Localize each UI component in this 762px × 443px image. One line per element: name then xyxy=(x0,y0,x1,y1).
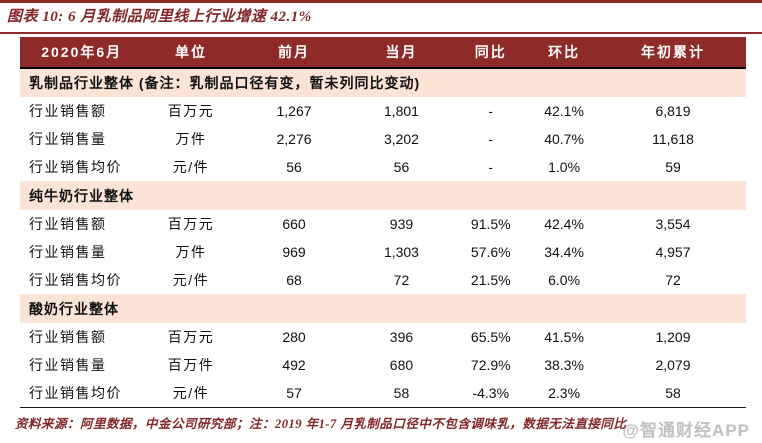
section-row: 乳制品行业整体 (备注：乳制品口径有变，暂未列同比变动) xyxy=(20,68,746,97)
row-label: 行业销售量 xyxy=(29,131,107,147)
table-row: 行业销售均价 元/件 68 72 21.5% 6.0% 72 xyxy=(20,266,746,294)
data-cell: 68 xyxy=(286,272,302,288)
source-text: 资料来源：阿里数据，中金公司研究部；注：2019 年1-7 月乳制品口径中不包含… xyxy=(15,416,627,431)
data-cell: 34.4% xyxy=(544,244,584,260)
data-cell: 6,819 xyxy=(655,103,691,119)
data-cell: - xyxy=(488,159,494,175)
data-cell: 57.6% xyxy=(470,244,511,260)
data-cell: 1,209 xyxy=(655,329,691,345)
data-cell: 65.5% xyxy=(470,329,511,345)
column-header-mom: 环比 xyxy=(528,37,600,69)
data-cell: 11,618 xyxy=(652,131,694,147)
data-cell: 元/件 xyxy=(172,272,210,288)
data-cell: 280 xyxy=(282,329,306,345)
table-body: 乳制品行业整体 (备注：乳制品口径有变，暂未列同比变动) 行业销售额 百万元 1,26… xyxy=(20,68,746,408)
data-cell: 3,202 xyxy=(383,131,419,147)
section-row: 纯牛奶行业整体 xyxy=(20,181,746,210)
data-cell: 万件 xyxy=(175,131,207,147)
figure-title: 图表 10: 6 月乳制品阿里线上行业增速 42.1% xyxy=(7,9,312,25)
row-label: 行业销售额 xyxy=(29,103,107,119)
data-cell: 396 xyxy=(389,329,414,345)
data-cell: 2.3% xyxy=(528,379,600,408)
row-label: 行业销售额 xyxy=(29,329,107,345)
data-cell: 38.3% xyxy=(544,357,584,373)
data-cell: 660 xyxy=(282,216,306,232)
title-divider xyxy=(0,32,762,34)
data-cell: 56 xyxy=(393,159,410,175)
row-label: 行业销售额 xyxy=(29,216,107,232)
data-cell: 2,079 xyxy=(655,357,691,373)
column-header-ytd: 年初累计 xyxy=(600,37,746,69)
data-cell: 百万元 xyxy=(167,216,215,232)
data-cell: 56 xyxy=(286,159,302,175)
table-row: 行业销售额 百万元 660 939 91.5% 42.4% 3,554 xyxy=(20,210,746,238)
data-cell: 百万元 xyxy=(167,103,215,119)
data-cell: 59 xyxy=(665,159,681,175)
row-label: 行业销售均价 xyxy=(29,272,122,288)
table-row: 行业销售量 万件 2,276 3,202 - 40.7% 11,618 xyxy=(20,125,746,153)
row-label: 行业销售量 xyxy=(29,357,107,373)
header-row: 2020年6月 单位 前月 当月 同比 环比 年初累计 xyxy=(20,37,746,69)
data-cell: 680 xyxy=(389,357,414,373)
data-cell: 91.5% xyxy=(470,216,511,232)
data-cell: 40.7% xyxy=(544,131,584,147)
row-label: 行业销售量 xyxy=(29,244,107,260)
column-header-period: 2020年6月 xyxy=(20,37,144,69)
data-cell: 41.5% xyxy=(544,329,584,345)
data-cell: 21.5% xyxy=(470,272,511,288)
data-cell: 72 xyxy=(665,272,681,288)
data-cell: 元/件 xyxy=(143,379,239,408)
section-header-label: 乳制品行业整体 (备注：乳制品口径有变，暂未列同比变动) xyxy=(20,68,746,97)
data-cell: 4,957 xyxy=(655,244,691,260)
data-cell: 42.1% xyxy=(544,103,584,119)
table-row: 行业销售额 百万元 1,267 1,801 - 42.1% 6,819 xyxy=(20,97,746,125)
row-label: 行业销售均价 xyxy=(29,159,122,175)
row-label: 行业销售均价 xyxy=(20,379,144,408)
section-header-label: 酸奶行业整体 xyxy=(20,294,746,323)
industry-data-table: 2020年6月 单位 前月 当月 同比 环比 年初累计 乳制品行业整体 (备注：… xyxy=(20,37,746,408)
table-header: 2020年6月 单位 前月 当月 同比 环比 年初累计 xyxy=(20,37,746,69)
data-cell: 6.0% xyxy=(548,272,581,288)
table-row: 行业销售均价 元/件 56 56 - 1.0% 59 xyxy=(20,153,746,181)
column-header-curr-month: 当月 xyxy=(349,37,454,69)
data-cell: 939 xyxy=(389,216,414,232)
section-header-label: 纯牛奶行业整体 xyxy=(20,181,746,210)
data-cell: 72 xyxy=(393,272,410,288)
data-cell: 1,801 xyxy=(383,103,419,119)
data-cell: 57 xyxy=(238,379,350,408)
section-row: 酸奶行业整体 xyxy=(20,294,746,323)
data-cell: 百万元 xyxy=(167,329,215,345)
table-row: 行业销售量 万件 969 1,303 57.6% 34.4% 4,957 xyxy=(20,238,746,266)
data-cell: 万件 xyxy=(175,244,207,260)
table-row: 行业销售量 百万件 492 680 72.9% 38.3% 2,079 xyxy=(20,351,746,379)
source-footnote: 资料来源：阿里数据，中金公司研究部；注：2019 年1-7 月乳制品口径中不包含… xyxy=(0,412,762,436)
data-cell: 3,554 xyxy=(655,216,691,232)
data-cell: 58 xyxy=(600,379,746,408)
data-cell: -4.3% xyxy=(453,379,529,408)
data-cell: 1,267 xyxy=(276,103,312,119)
data-cell: 492 xyxy=(282,357,306,373)
data-cell: 72.9% xyxy=(470,357,511,373)
data-cell: 42.4% xyxy=(544,216,584,232)
data-cell: - xyxy=(488,103,494,119)
top-divider xyxy=(0,0,762,3)
table-row: 行业销售均价 元/件 57 58 -4.3% 2.3% 58 xyxy=(20,379,746,408)
data-cell: - xyxy=(488,131,494,147)
data-cell: 969 xyxy=(282,244,306,260)
table-row: 行业销售额 百万元 280 396 65.5% 41.5% 1,209 xyxy=(20,323,746,351)
data-cell: 58 xyxy=(349,379,454,408)
data-cell: 2,276 xyxy=(276,131,312,147)
data-cell: 元/件 xyxy=(172,159,210,175)
column-header-unit: 单位 xyxy=(143,37,239,69)
column-header-yoy: 同比 xyxy=(453,37,529,69)
data-cell: 1.0% xyxy=(548,159,581,175)
data-cell: 百万件 xyxy=(167,357,215,373)
column-header-prev-month: 前月 xyxy=(238,37,350,69)
data-cell: 1,303 xyxy=(383,244,419,260)
